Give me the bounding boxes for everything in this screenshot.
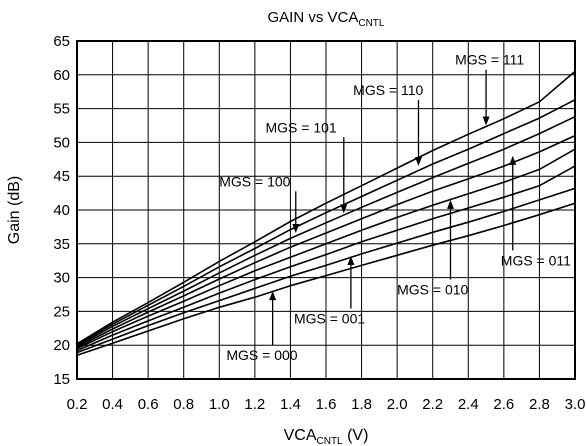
annotation-arrow-head [482,116,490,126]
series-line [76,187,576,354]
y-tick-label: 40 [53,202,70,219]
series-line [76,148,576,350]
y-tick-label: 50 [53,134,70,151]
annotation-arrow-head [340,204,348,214]
annotation-label: MGS = 101 [265,119,336,135]
x-tick-label: 2.4 [458,396,479,413]
annotation-arrow-head [447,199,454,209]
series-line [76,70,576,345]
x-tick-label: 2.6 [493,396,514,413]
x-tick-label: 2.2 [422,396,443,413]
series-line [76,115,576,347]
y-tick-label: 30 [53,270,70,287]
x-tick-label: 2.8 [529,396,550,413]
x-tick-label: 1.0 [209,396,230,413]
annotation-label: MGS = 110 [353,82,423,98]
series-line [76,202,576,357]
annotation-label: MGS = 011 [501,252,571,268]
annotation-label: MGS = 100 [219,173,290,189]
x-tick-label: 1.6 [316,396,337,413]
series-lines [76,70,576,357]
x-tick-label: 1.2 [244,396,265,413]
x-ticks: 0.2 0.4 0.6 0.8 1.0 1.2 1.4 1.6 1.8 2.0 2.2 2.4 2.6 2… [67,396,586,413]
x-tick-label: 0.2 [67,396,88,413]
y-tick-label: 20 [53,337,70,354]
chart-title: GAIN vs VCACNTL [268,9,385,29]
annotation-label: MGS = 000 [226,347,297,363]
annotations: MGS = 111 MGS = 110 MGS = 101 MGS = 100 MGS … [219,52,571,363]
x-tick-label: 1.8 [351,396,372,413]
x-tick-label: 2.0 [387,396,408,413]
annotation-label: MGS = 010 [397,282,468,298]
plot-frame [76,40,576,380]
series-line [76,165,576,352]
annotation-label: MGS = 001 [294,311,365,327]
annotation-arrow-head [292,223,300,233]
y-tick-label: 45 [53,168,70,185]
y-tick-label: 15 [53,371,70,388]
x-tick-label: 1.4 [280,396,301,413]
annotation-arrow-head [414,157,422,167]
y-tick-label: 25 [53,303,70,320]
annotation-arrow-head [269,291,277,301]
x-tick-label: 0.8 [173,396,194,413]
y-axis-label: Gain (dB) [6,176,23,244]
y-ticks: 15 20 25 30 35 40 45 50 55 60 65 [53,33,70,388]
grid [76,40,576,380]
annotation-arrow-head [509,155,517,165]
y-tick-label: 35 [53,236,70,253]
x-tick-label: 0.4 [102,396,123,413]
x-tick-label: 0.6 [138,396,159,413]
annotation-arrow-head [347,255,355,265]
y-tick-label: 55 [53,101,70,118]
y-tick-label: 65 [53,33,70,50]
x-tick-label: 3.0 [565,396,586,413]
x-axis-label: VCACNTL (V) [284,427,369,446]
y-tick-label: 60 [53,67,70,84]
annotation-label: MGS = 111 [455,52,524,68]
series-line [76,99,576,346]
series-line [76,134,576,348]
